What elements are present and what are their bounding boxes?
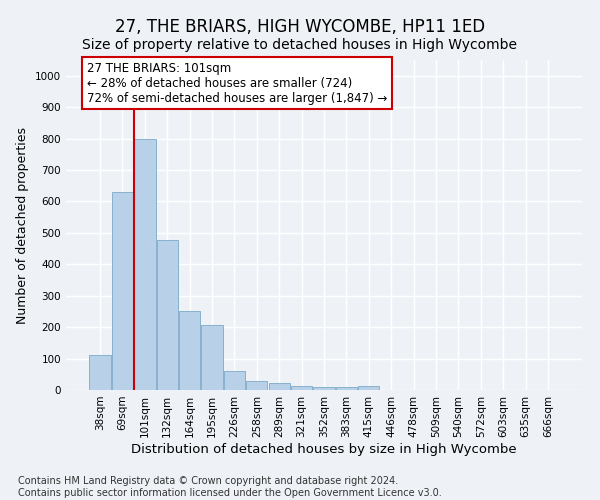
Bar: [269, 383, 290, 390]
Bar: [179, 311, 200, 390]
Bar: [112, 192, 133, 390]
Bar: [224, 370, 245, 390]
Bar: [358, 386, 379, 390]
Bar: [336, 388, 357, 390]
Text: 27, THE BRIARS, HIGH WYCOMBE, HP11 1ED: 27, THE BRIARS, HIGH WYCOMBE, HP11 1ED: [115, 18, 485, 36]
Y-axis label: Number of detached properties: Number of detached properties: [16, 126, 29, 324]
Bar: [157, 240, 178, 390]
Text: 27 THE BRIARS: 101sqm
← 28% of detached houses are smaller (724)
72% of semi-det: 27 THE BRIARS: 101sqm ← 28% of detached …: [86, 62, 387, 104]
Bar: [291, 386, 312, 390]
X-axis label: Distribution of detached houses by size in High Wycombe: Distribution of detached houses by size …: [131, 442, 517, 456]
Bar: [202, 325, 223, 390]
Text: Contains HM Land Registry data © Crown copyright and database right 2024.
Contai: Contains HM Land Registry data © Crown c…: [18, 476, 442, 498]
Bar: [89, 356, 111, 390]
Bar: [134, 138, 155, 390]
Bar: [313, 388, 335, 390]
Bar: [246, 381, 268, 390]
Text: Size of property relative to detached houses in High Wycombe: Size of property relative to detached ho…: [83, 38, 517, 52]
